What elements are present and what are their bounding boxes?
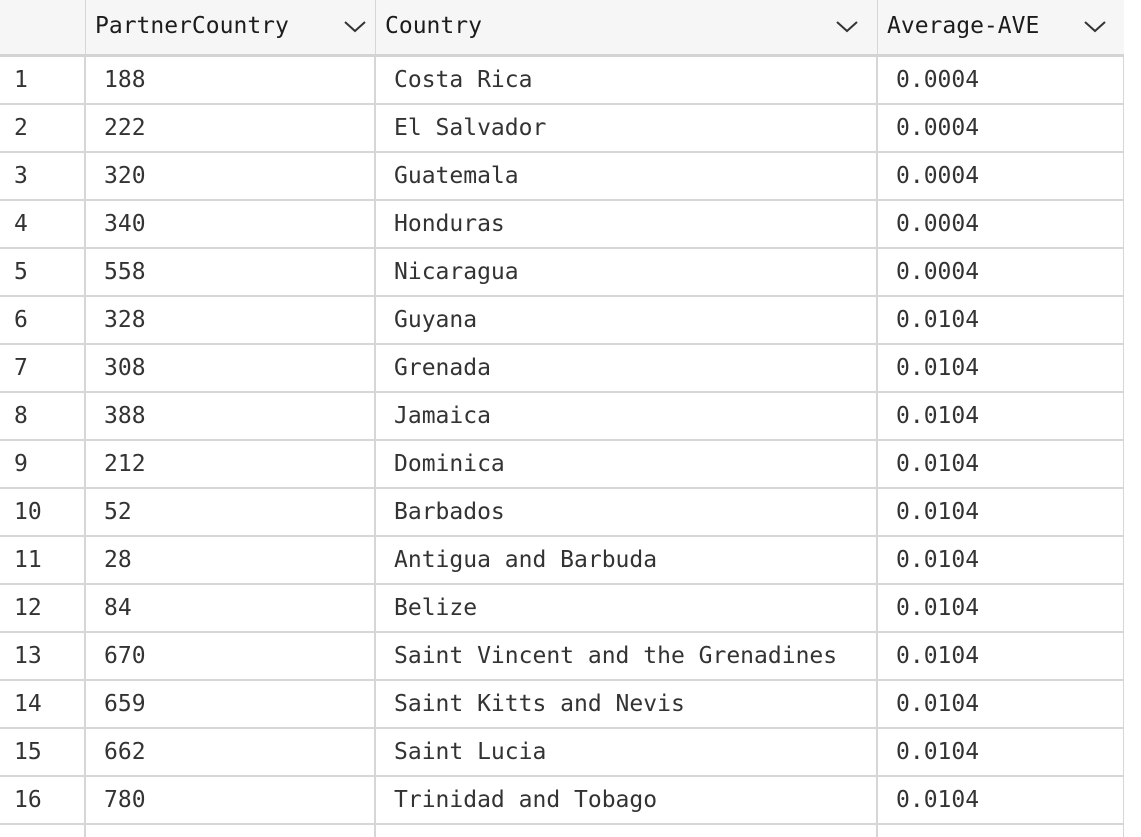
row-number: 3 — [0, 153, 86, 199]
table-row[interactable]: 15 662 Saint Lucia 0.0104 — [0, 729, 1124, 777]
partner-country-cell[interactable]: 659 — [86, 681, 376, 727]
table-row-partial — [0, 825, 1124, 837]
table-row[interactable]: 12 84 Belize 0.0104 — [0, 585, 1124, 633]
country-cell[interactable]: Belize — [376, 585, 878, 631]
partner-country-cell[interactable]: 52 — [86, 489, 376, 535]
table-row[interactable]: 11 28 Antigua and Barbuda 0.0104 — [0, 537, 1124, 585]
partner-country-cell[interactable]: 320 — [86, 153, 376, 199]
country-cell[interactable]: Barbados — [376, 489, 878, 535]
partner-country-cell[interactable]: 84 — [86, 585, 376, 631]
row-number: 8 — [0, 393, 86, 439]
table-row[interactable]: 16 780 Trinidad and Tobago 0.0104 — [0, 777, 1124, 825]
partner-country-cell[interactable]: 328 — [86, 297, 376, 343]
column-header-label: Country — [385, 13, 482, 39]
row-number: 9 — [0, 441, 86, 487]
average-ave-cell[interactable]: 0.0104 — [878, 345, 1124, 391]
row-number-header — [0, 0, 86, 54]
average-ave-cell[interactable]: 0.0004 — [878, 105, 1124, 151]
row-number: 1 — [0, 57, 86, 103]
country-cell[interactable]: Nicaragua — [376, 249, 878, 295]
partner-country-cell[interactable]: 308 — [86, 345, 376, 391]
table-row[interactable]: 6 328 Guyana 0.0104 — [0, 297, 1124, 345]
country-cell[interactable]: Dominica — [376, 441, 878, 487]
table-row[interactable]: 13 670 Saint Vincent and the Grenadines … — [0, 633, 1124, 681]
table-row[interactable]: 9 212 Dominica 0.0104 — [0, 441, 1124, 489]
country-cell[interactable]: Saint Kitts and Nevis — [376, 681, 878, 727]
country-cell[interactable]: Saint Lucia — [376, 729, 878, 775]
partner-country-cell[interactable]: 670 — [86, 633, 376, 679]
row-number: 4 — [0, 201, 86, 247]
partner-country-cell[interactable]: 188 — [86, 57, 376, 103]
row-number: 6 — [0, 297, 86, 343]
column-header-label: Average-AVE — [887, 13, 1040, 39]
average-ave-cell[interactable]: 0.0104 — [878, 537, 1124, 583]
partner-country-cell[interactable]: 388 — [86, 393, 376, 439]
average-ave-cell[interactable]: 0.0104 — [878, 489, 1124, 535]
table-body: 1 188 Costa Rica 0.0004 2 222 El Salvado… — [0, 57, 1124, 825]
chevron-down-icon[interactable] — [834, 17, 860, 35]
country-cell[interactable]: Guyana — [376, 297, 878, 343]
row-number: 13 — [0, 633, 86, 679]
country-cell[interactable]: Antigua and Barbuda — [376, 537, 878, 583]
row-number: 5 — [0, 249, 86, 295]
column-header-country[interactable]: Country — [376, 0, 878, 54]
partner-country-cell[interactable]: 780 — [86, 777, 376, 823]
column-header-average-ave[interactable]: Average-AVE — [878, 0, 1124, 54]
country-cell[interactable]: Guatemala — [376, 153, 878, 199]
table-row[interactable]: 7 308 Grenada 0.0104 — [0, 345, 1124, 393]
partner-country-cell[interactable]: 222 — [86, 105, 376, 151]
average-ave-cell[interactable]: 0.0104 — [878, 441, 1124, 487]
country-cell[interactable]: Trinidad and Tobago — [376, 777, 878, 823]
row-number: 7 — [0, 345, 86, 391]
partner-country-cell[interactable]: 662 — [86, 729, 376, 775]
row-number: 10 — [0, 489, 86, 535]
table-row[interactable]: 2 222 El Salvador 0.0004 — [0, 105, 1124, 153]
row-number: 15 — [0, 729, 86, 775]
average-ave-cell[interactable]: 0.0104 — [878, 777, 1124, 823]
average-ave-cell[interactable]: 0.0104 — [878, 297, 1124, 343]
country-cell[interactable]: El Salvador — [376, 105, 878, 151]
row-number: 11 — [0, 537, 86, 583]
table-header: PartnerCountry Country Average-AVE — [0, 0, 1124, 57]
average-ave-cell[interactable]: 0.0004 — [878, 249, 1124, 295]
country-cell[interactable]: Honduras — [376, 201, 878, 247]
row-number: 14 — [0, 681, 86, 727]
average-ave-cell[interactable]: 0.0104 — [878, 393, 1124, 439]
row-number: 12 — [0, 585, 86, 631]
row-number: 16 — [0, 777, 86, 823]
country-cell[interactable]: Costa Rica — [376, 57, 878, 103]
table-row[interactable]: 5 558 Nicaragua 0.0004 — [0, 249, 1124, 297]
table-row[interactable]: 4 340 Honduras 0.0004 — [0, 201, 1124, 249]
table-row[interactable]: 8 388 Jamaica 0.0104 — [0, 393, 1124, 441]
average-ave-cell[interactable]: 0.0104 — [878, 585, 1124, 631]
partner-country-cell[interactable]: 28 — [86, 537, 376, 583]
average-ave-cell[interactable]: 0.0004 — [878, 57, 1124, 103]
table-row[interactable]: 1 188 Costa Rica 0.0004 — [0, 57, 1124, 105]
chevron-down-icon[interactable] — [342, 17, 368, 35]
column-header-label: PartnerCountry — [95, 13, 289, 39]
average-ave-cell[interactable]: 0.0104 — [878, 681, 1124, 727]
average-ave-cell[interactable]: 0.0004 — [878, 201, 1124, 247]
table-row[interactable]: 3 320 Guatemala 0.0004 — [0, 153, 1124, 201]
partner-country-cell[interactable]: 558 — [86, 249, 376, 295]
country-cell[interactable]: Grenada — [376, 345, 878, 391]
country-cell[interactable]: Saint Vincent and the Grenadines — [376, 633, 878, 679]
table-row[interactable]: 10 52 Barbados 0.0104 — [0, 489, 1124, 537]
partner-country-cell[interactable]: 340 — [86, 201, 376, 247]
row-number: 2 — [0, 105, 86, 151]
table-row[interactable]: 14 659 Saint Kitts and Nevis 0.0104 — [0, 681, 1124, 729]
average-ave-cell[interactable]: 0.0104 — [878, 633, 1124, 679]
average-ave-cell[interactable]: 0.0004 — [878, 153, 1124, 199]
column-header-partnercountry[interactable]: PartnerCountry — [86, 0, 376, 54]
average-ave-cell[interactable]: 0.0104 — [878, 729, 1124, 775]
country-cell[interactable]: Jamaica — [376, 393, 878, 439]
partner-country-cell[interactable]: 212 — [86, 441, 376, 487]
chevron-down-icon[interactable] — [1082, 17, 1108, 35]
